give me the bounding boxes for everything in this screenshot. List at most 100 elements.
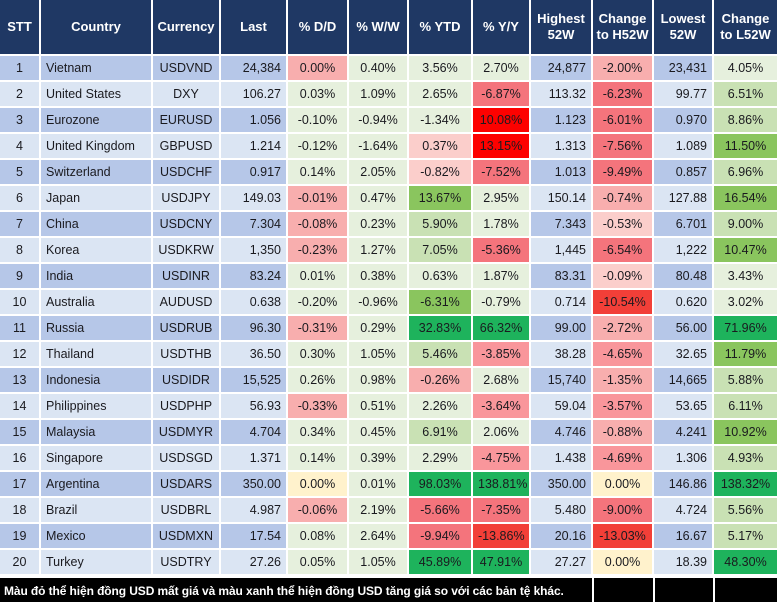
- cell-stt: 9: [0, 262, 41, 290]
- table-row: 5 Switzerland USDCHF 0.917 0.14% 2.05% -0.82% -…: [0, 158, 777, 186]
- cell-dd: 0.30%: [286, 340, 349, 368]
- column-header-ww: % W/W: [347, 0, 409, 56]
- cell-stt: 4: [0, 132, 41, 160]
- cell-ytd: 0.37%: [407, 132, 473, 160]
- cell-ww: -0.96%: [347, 288, 409, 316]
- cell-last: 1.056: [219, 106, 288, 134]
- cell-currency: USDSGD: [151, 444, 221, 472]
- cell-ww: -1.64%: [347, 132, 409, 160]
- cell-last: 0.917: [219, 158, 288, 186]
- cell-ch52: -9.00%: [591, 496, 654, 524]
- cell-ytd: 7.05%: [407, 236, 473, 264]
- fx-table: STT Country Currency Last% D/D% W/W% YTD% Y…: [0, 0, 777, 576]
- cell-ytd: -0.82%: [407, 158, 473, 186]
- cell-ch52: -4.69%: [591, 444, 654, 472]
- cell-ytd: 0.63%: [407, 262, 473, 290]
- cell-h52: 59.04: [529, 392, 593, 420]
- cell-last: 83.24: [219, 262, 288, 290]
- cell-l52: 1.089: [652, 132, 714, 160]
- cell-yy: 2.06%: [471, 418, 531, 446]
- cell-l52: 127.88: [652, 184, 714, 212]
- cell-currency: USDMYR: [151, 418, 221, 446]
- cell-last: 149.03: [219, 184, 288, 212]
- cell-ytd: 32.83%: [407, 314, 473, 342]
- cell-stt: 7: [0, 210, 41, 238]
- cell-dd: 0.05%: [286, 548, 349, 576]
- footer-bar: Màu đỏ thể hiện đồng USD mất giá và màu …: [0, 576, 777, 602]
- cell-ch52: -6.54%: [591, 236, 654, 264]
- cell-l52: 16.67: [652, 522, 714, 550]
- cell-dd: 0.00%: [286, 54, 349, 82]
- cell-l52: 0.620: [652, 288, 714, 316]
- cell-last: 96.30: [219, 314, 288, 342]
- cell-stt: 17: [0, 470, 41, 498]
- cell-ch52: 0.00%: [591, 470, 654, 498]
- cell-ch52: -6.23%: [591, 80, 654, 108]
- cell-last: 1.214: [219, 132, 288, 160]
- cell-dd: 0.03%: [286, 80, 349, 108]
- cell-l52: 56.00: [652, 314, 714, 342]
- cell-cl52: 5.88%: [712, 366, 777, 394]
- cell-cl52: 3.02%: [712, 288, 777, 316]
- footer-spacer-cell: [592, 578, 653, 602]
- cell-ch52: -13.03%: [591, 522, 654, 550]
- cell-yy: 2.70%: [471, 54, 531, 82]
- cell-ww: 0.47%: [347, 184, 409, 212]
- cell-ww: 0.39%: [347, 444, 409, 472]
- cell-last: 56.93: [219, 392, 288, 420]
- cell-currency: USDARS: [151, 470, 221, 498]
- cell-ch52: -0.74%: [591, 184, 654, 212]
- cell-currency: USDCNY: [151, 210, 221, 238]
- cell-h52: 20.16: [529, 522, 593, 550]
- cell-ytd: 98.03%: [407, 470, 473, 498]
- cell-ytd: 2.29%: [407, 444, 473, 472]
- cell-cl52: 4.93%: [712, 444, 777, 472]
- cell-cl52: 10.92%: [712, 418, 777, 446]
- cell-h52: 0.714: [529, 288, 593, 316]
- cell-country: United States: [39, 80, 153, 108]
- table-row: 3 Eurozone EURUSD 1.056 -0.10% -0.94% -1.34% 10…: [0, 106, 777, 134]
- cell-ww: 0.01%: [347, 470, 409, 498]
- cell-ww: 1.05%: [347, 340, 409, 368]
- cell-ww: 2.19%: [347, 496, 409, 524]
- cell-ch52: -9.49%: [591, 158, 654, 186]
- cell-ww: 1.27%: [347, 236, 409, 264]
- cell-ch52: -0.88%: [591, 418, 654, 446]
- cell-cl52: 4.05%: [712, 54, 777, 82]
- cell-h52: 1.013: [529, 158, 593, 186]
- cell-ww: -0.94%: [347, 106, 409, 134]
- footer-note: Màu đỏ thể hiện đồng USD mất giá và màu …: [0, 578, 592, 602]
- cell-yy: 1.78%: [471, 210, 531, 238]
- cell-country: Australia: [39, 288, 153, 316]
- cell-currency: USDJPY: [151, 184, 221, 212]
- cell-last: 27.26: [219, 548, 288, 576]
- cell-h52: 83.31: [529, 262, 593, 290]
- cell-ytd: 45.89%: [407, 548, 473, 576]
- cell-h52: 27.27: [529, 548, 593, 576]
- cell-cl52: 16.54%: [712, 184, 777, 212]
- cell-country: Turkey: [39, 548, 153, 576]
- cell-ytd: 5.90%: [407, 210, 473, 238]
- cell-ch52: -7.56%: [591, 132, 654, 160]
- cell-yy: -7.35%: [471, 496, 531, 524]
- cell-last: 350.00: [219, 470, 288, 498]
- column-header-dd: % D/D: [286, 0, 349, 56]
- cell-dd: 0.26%: [286, 366, 349, 394]
- header-row: STT Country Currency Last% D/D% W/W% YTD% Y…: [0, 0, 777, 56]
- column-header-stt: STT: [0, 0, 41, 56]
- column-header-cl52: Change to L52W: [712, 0, 777, 56]
- cell-cl52: 6.11%: [712, 392, 777, 420]
- column-header-currency: Currency: [151, 0, 221, 56]
- cell-stt: 14: [0, 392, 41, 420]
- cell-cl52: 6.96%: [712, 158, 777, 186]
- cell-ww: 1.09%: [347, 80, 409, 108]
- cell-stt: 13: [0, 366, 41, 394]
- table-row: 20 Turkey USDTRY 27.26 0.05% 1.05% 45.89% 47.91…: [0, 548, 777, 576]
- cell-yy: -3.85%: [471, 340, 531, 368]
- cell-yy: -13.86%: [471, 522, 531, 550]
- cell-last: 24,384: [219, 54, 288, 82]
- cell-stt: 6: [0, 184, 41, 212]
- fx-table-header: STT Country Currency Last% D/D% W/W% YTD% Y…: [0, 0, 777, 56]
- column-header-ch52: Change to H52W: [591, 0, 654, 56]
